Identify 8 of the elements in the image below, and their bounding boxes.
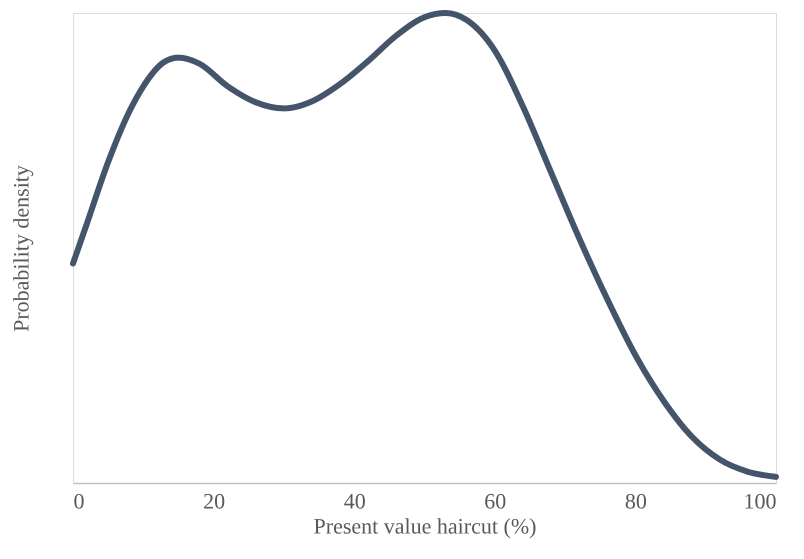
x-tick-label: 100	[744, 488, 776, 514]
y-axis-title: Probability density	[8, 165, 34, 332]
x-tick-label: 60	[484, 488, 506, 514]
x-tick-label: 80	[624, 488, 647, 514]
x-tick-label: 0	[74, 488, 84, 514]
x-tick-label: 20	[203, 488, 226, 514]
x-axis-title: Present value haircut (%)	[314, 514, 536, 538]
x-tick-label: 40	[344, 488, 366, 514]
